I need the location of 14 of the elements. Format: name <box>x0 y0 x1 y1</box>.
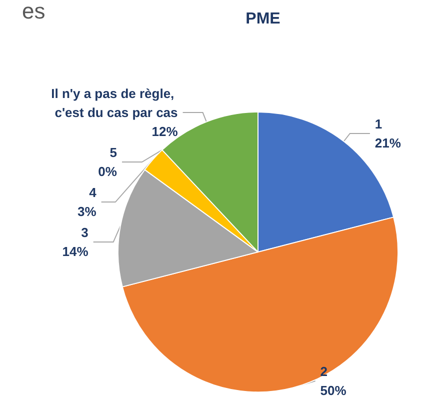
text: 0% <box>98 164 117 180</box>
data-label: 14% <box>62 244 89 260</box>
data-label: 50% <box>320 383 347 398</box>
slice-label: Il n'y a pas de règle, c'est du cas par cas <box>51 86 178 120</box>
slice-label: 1 <box>374 116 382 132</box>
slice-label: 3 <box>81 225 88 240</box>
slice-label: 4 <box>89 185 98 200</box>
category-label: 5 <box>110 145 117 160</box>
data-label: 3% <box>78 204 97 220</box>
data-label: 12% <box>152 124 178 140</box>
data-label: 21% <box>374 135 402 150</box>
slice-label: 2 <box>320 364 328 379</box>
chart-title: PME <box>246 10 281 28</box>
text: es <box>22 0 46 24</box>
